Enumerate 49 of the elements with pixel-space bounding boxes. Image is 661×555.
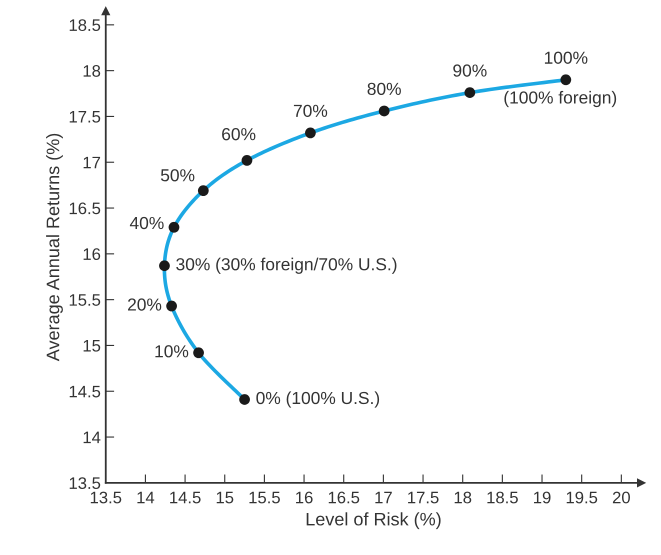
x-tick-label: 19.5 [566, 492, 598, 504]
x-tick-label: 14.5 [170, 492, 201, 504]
annotation: 90% [453, 64, 487, 77]
x-axis-title: Level of Risk (%) [306, 512, 441, 530]
point [239, 394, 250, 405]
y-tick-label: 18.5 [70, 19, 100, 32]
annotation: 20% [128, 298, 162, 311]
point [242, 155, 252, 166]
point [305, 128, 316, 138]
x-tick-label: 18.5 [487, 492, 518, 504]
y-tick-label: 16.5 [70, 202, 100, 214]
y-axis-title: Average Annual Returns (%) [46, 134, 63, 362]
y-tick-label: 18 [84, 65, 100, 77]
y-tick-label: 15 [84, 340, 100, 352]
annotation: 50% [160, 169, 194, 182]
annotation: 60% [222, 128, 256, 140]
annotation: 10% [155, 345, 188, 358]
point [193, 347, 204, 358]
x-tick-label: 16 [296, 492, 313, 504]
annotation: 30% (30% foreign/70% U.S.) [176, 258, 396, 274]
y-tick-label: 13.5 [70, 477, 100, 490]
x-tick-label: 15.5 [249, 492, 280, 504]
annotation: 40% [130, 216, 164, 230]
x-tick-label: 14 [137, 492, 154, 504]
x-tick-label: 17 [375, 492, 392, 504]
y-tick-label: 17 [84, 156, 100, 168]
point [168, 222, 180, 233]
point [378, 106, 390, 116]
x-tick-label: 16.5 [328, 492, 360, 504]
x-tick-label: 15 [216, 492, 234, 504]
annotation: 80% [368, 82, 401, 96]
y-tick-label: 15.5 [70, 294, 100, 306]
x-tick-label: 18 [454, 492, 472, 504]
x-tick-label: 17.5 [408, 492, 439, 504]
point [198, 185, 209, 196]
y-tick-label: 14 [84, 432, 100, 444]
point [560, 74, 572, 86]
annotation: (100% foreign) [504, 90, 616, 108]
annotation: 100% [544, 52, 588, 64]
point [159, 260, 170, 272]
x-tick-label: 19 [534, 492, 550, 504]
point [166, 300, 177, 312]
y-tick-label: 17.5 [70, 111, 100, 123]
annotation: 0% (100% U.S.) [256, 391, 380, 408]
y-tick-label: 14.5 [70, 386, 100, 398]
annotation: 70% [294, 104, 328, 117]
point [464, 87, 476, 98]
y-tick-label: 16 [84, 248, 100, 260]
x-tick-label: 20 [612, 492, 630, 504]
